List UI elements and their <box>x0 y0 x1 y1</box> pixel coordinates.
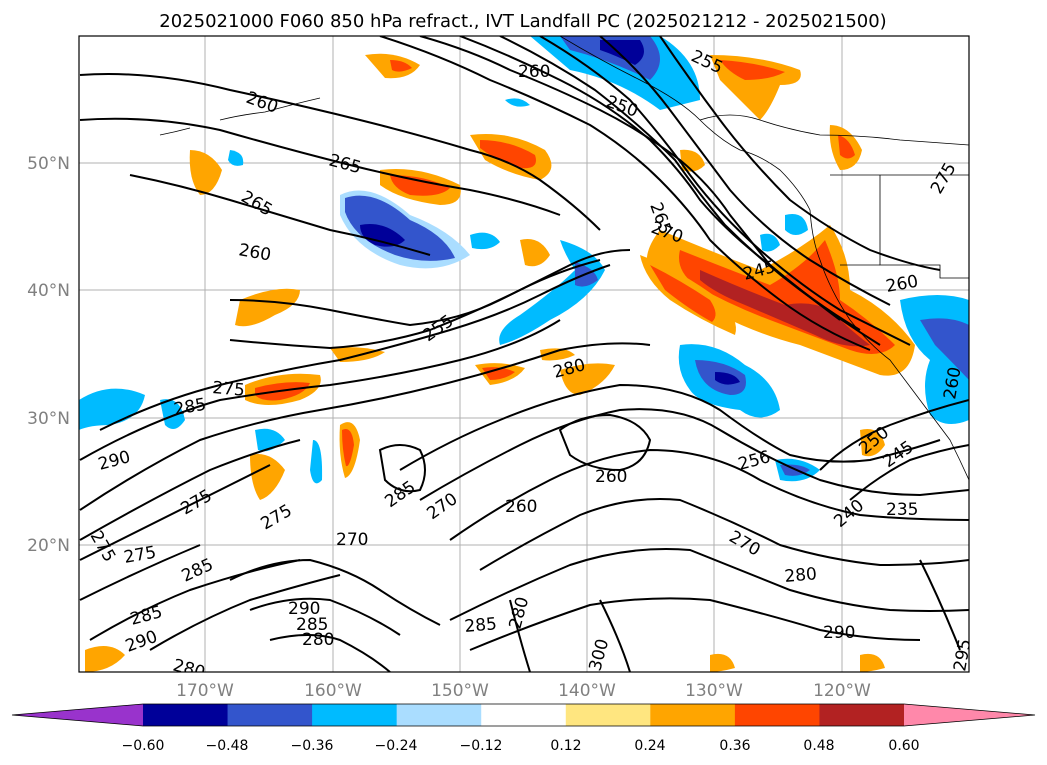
contour-label: 285 <box>464 614 498 637</box>
colorbar-tick-label: 0.60 <box>888 738 919 754</box>
lon-label: 160°W <box>304 681 362 701</box>
colorbar-segment <box>396 704 482 726</box>
colorbar-tick-label: 0.48 <box>803 738 834 754</box>
lat-label: 40°N <box>27 281 70 301</box>
colorbar-extend-max <box>904 704 1035 726</box>
contour-label: 260 <box>518 62 550 82</box>
contour-label: 275 <box>212 378 246 401</box>
lat-label: 20°N <box>27 536 70 556</box>
colorbar-tick-label: 0.36 <box>719 738 750 754</box>
colorbar-segment <box>734 704 820 726</box>
lon-label: 120°W <box>813 681 871 701</box>
contour-label: 295 <box>950 637 975 672</box>
lat-label: 50°N <box>27 154 70 174</box>
colorbar-tick-label: 0.24 <box>634 738 665 754</box>
contour-label: 280 <box>302 630 334 650</box>
colorbar-tick-label: −0.12 <box>460 738 503 754</box>
longitude-labels: 170°W 160°W 150°W 140°W 130°W 120°W <box>176 681 871 701</box>
colorbar-segment <box>819 704 905 726</box>
colorbar-tick-label: −0.48 <box>206 738 249 754</box>
colorbar <box>11 703 1036 727</box>
lon-label: 130°W <box>685 681 743 701</box>
contours <box>79 36 969 672</box>
contour-label: 235 <box>886 500 918 520</box>
lon-label: 140°W <box>558 681 616 701</box>
contour-label: 270 <box>336 530 368 550</box>
coastlines <box>159 36 969 481</box>
contour-label: 285 <box>296 615 328 635</box>
colorbar-tick-label: −0.24 <box>375 738 418 754</box>
colorbar-segment <box>481 704 567 726</box>
lon-label: 170°W <box>176 681 234 701</box>
colorbar-tick-label: −0.60 <box>122 738 165 754</box>
colorbar-segment <box>227 704 313 726</box>
figure-title: 2025021000 F060 850 hPa refract., IVT La… <box>159 11 886 32</box>
colorbar-ticks: −0.60 −0.48 −0.36 −0.24 −0.12 0.12 0.24 … <box>122 738 920 754</box>
map-frame <box>78 35 970 673</box>
map-panel: 260 255 250 265 260 265 260 275 285 290 … <box>78 35 975 673</box>
colorbar-tick-label: 0.12 <box>550 738 581 754</box>
colorbar-tick-label: −0.36 <box>291 738 334 754</box>
colorbar-segment <box>312 704 398 726</box>
contour-label: 290 <box>288 599 320 619</box>
colorbar-segment <box>143 704 229 726</box>
colorbar-extend-min <box>12 704 143 726</box>
contour-label: 260 <box>595 467 627 487</box>
latitude-labels: 50°N 40°N 30°N 20°N <box>27 154 70 556</box>
colorbar-outline <box>11 703 1036 727</box>
contour-label: 260 <box>505 497 537 517</box>
contour-label: 280 <box>784 564 818 587</box>
contour-label: 290 <box>823 623 855 643</box>
lon-label: 150°W <box>431 681 489 701</box>
colorbar-segment <box>565 704 651 726</box>
lat-label: 30°N <box>27 409 70 429</box>
colorbar-segment <box>650 704 736 726</box>
